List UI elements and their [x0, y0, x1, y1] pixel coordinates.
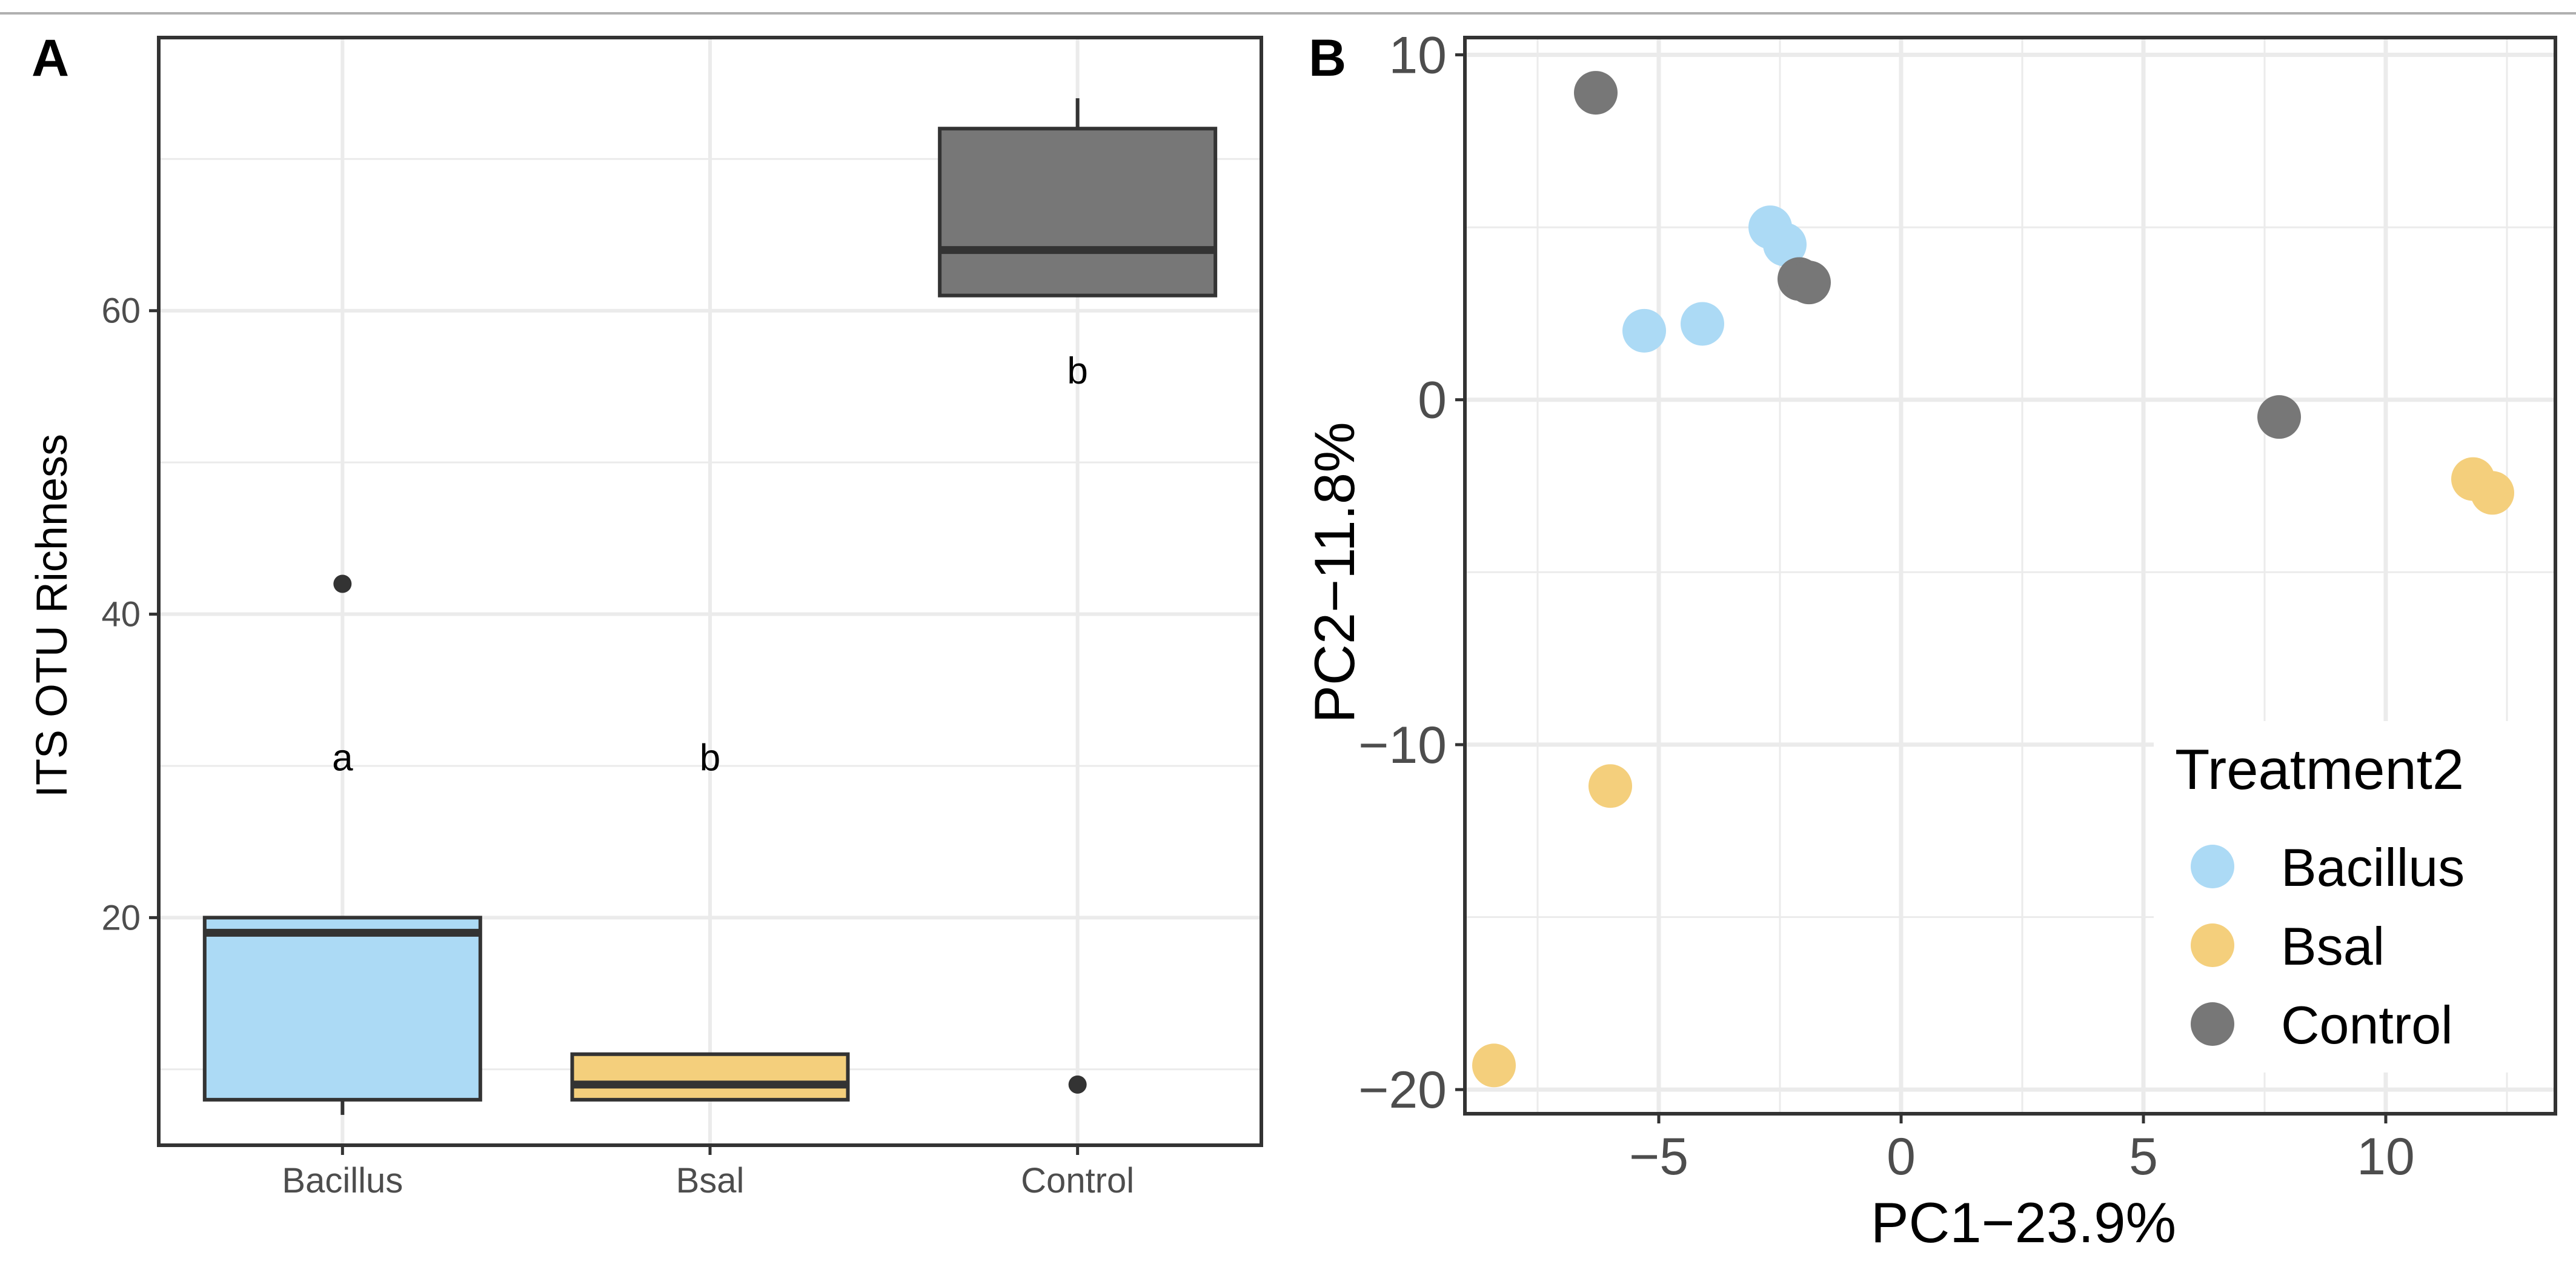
x-tick-label: Bsal — [676, 1161, 745, 1200]
legend: Treatment2 Bacillus Bsal Control — [2154, 721, 2554, 1073]
data-point-bsal — [1588, 764, 1632, 808]
panel-b-frame — [1463, 36, 2557, 1116]
legend-label-bacillus: Bacillus — [2281, 837, 2465, 897]
significance-letter-bacillus: a — [332, 737, 353, 779]
x-tick-label: Bacillus — [282, 1161, 403, 1200]
data-point-bsal — [1472, 1043, 1516, 1088]
panel-a-label: A — [32, 29, 69, 87]
panel-b-label: B — [1309, 29, 1346, 87]
y-tick-label: 20 — [101, 898, 141, 937]
legend-key-bsal — [2191, 923, 2234, 967]
outlier-point-bacillus — [333, 574, 352, 593]
y-tick-label: 40 — [101, 595, 141, 634]
box-control — [938, 127, 1218, 298]
significance-letter-bsal: b — [700, 737, 720, 779]
panel-a-boxes: a b b — [202, 98, 1218, 1115]
panel-b-points — [1472, 71, 2514, 1088]
panel-b-ylabel: PC2−11.8% — [1303, 422, 1366, 723]
legend-title: Treatment2 — [2175, 737, 2464, 801]
box-bsal — [570, 1052, 850, 1102]
panel-b-xlabel: PC1−23.9% — [1871, 1191, 2176, 1254]
legend-label-control: Control — [2281, 995, 2453, 1055]
x-tick-label: Control — [1021, 1161, 1134, 1200]
significance-letter-control: b — [1067, 350, 1087, 392]
data-point-bsal — [2471, 471, 2514, 515]
box-bacillus — [202, 916, 482, 1102]
y-tick-label: 60 — [101, 291, 141, 331]
y-tick-label: −20 — [1358, 1061, 1447, 1119]
panel-b: B −20 −10 0 10 −5 0 5 10 PC1−23.9% PC2−11.8% Tr… — [1303, 26, 2557, 1254]
data-point-bacillus — [1763, 222, 1807, 267]
x-tick-label: 0 — [1887, 1128, 1916, 1186]
panel-a: A a b b 20 40 60 Bacillus Bsal Control ITS OTU … — [28, 29, 1263, 1200]
y-tick-label: 0 — [1418, 371, 1447, 430]
legend-label-bsal: Bsal — [2281, 916, 2385, 976]
y-tick-label: 10 — [1389, 26, 1447, 84]
data-point-bacillus — [1622, 308, 1666, 353]
y-tick-label: −10 — [1358, 716, 1447, 774]
x-tick-label: −5 — [1629, 1128, 1688, 1186]
panel-b-axes: −20 −10 0 10 −5 0 5 10 — [1358, 26, 2557, 1186]
x-tick-label: 10 — [2357, 1128, 2415, 1186]
panel-a-axes: 20 40 60 Bacillus Bsal Control — [101, 36, 1263, 1200]
data-point-control — [2257, 395, 2301, 439]
outlier-point-control — [1068, 1075, 1087, 1094]
data-point-bacillus — [1681, 302, 1724, 346]
legend-entries: Bacillus Bsal Control — [2191, 837, 2465, 1055]
x-tick-label: 5 — [2129, 1128, 2158, 1186]
legend-key-control — [2191, 1002, 2234, 1046]
legend-key-bacillus — [2191, 845, 2234, 888]
panel-a-ylabel: ITS OTU Richness — [28, 434, 76, 797]
data-point-control — [1574, 71, 1618, 115]
data-point-control — [1787, 261, 1831, 305]
